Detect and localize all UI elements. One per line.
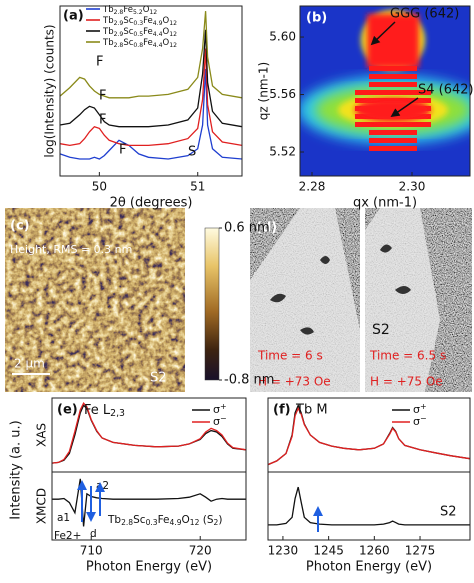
annotation: S4 (642): [418, 83, 474, 98]
panel-label: (a): [63, 9, 84, 24]
scale-label: 2 μm: [14, 357, 45, 371]
heatmap-peak: [369, 130, 417, 135]
annotation: F: [96, 55, 103, 70]
mfm-field: H = +75 Oe: [370, 375, 443, 389]
colorbar-label: -0.8 nm: [224, 373, 274, 388]
mfm-spots: [380, 244, 411, 294]
annotation: S: [188, 145, 196, 160]
legend-label: Tb2.9Sc0.5Fe4.4O12: [102, 27, 177, 39]
y-axis-label: qz (nm-1): [257, 62, 271, 120]
colorbar: [204, 227, 220, 381]
plot-frame: [299, 5, 471, 177]
data-line: [59, 68, 243, 160]
mfm-panel: (d) S2 Time = 6 s H = +73 Oe Time = 6.5 …: [250, 208, 472, 392]
annotation: Fe L2,3: [84, 403, 125, 419]
plot-frame: [267, 471, 471, 541]
x-tick-label: 1275: [405, 544, 436, 558]
x-tick-label: 1245: [313, 544, 344, 558]
heatmap-peak: [369, 82, 417, 87]
y-axis-label: log(Intensity) (counts): [43, 24, 57, 157]
data-line: [52, 478, 246, 527]
annotation: F: [119, 143, 126, 158]
x-tick-label: 51: [190, 180, 205, 194]
x-tick-label: 50: [92, 180, 107, 194]
mfm-time: Time = 6 s: [257, 349, 323, 363]
annotation: F: [99, 89, 106, 104]
mfm-domain: [250, 208, 360, 392]
x-tick-label: 2.28: [299, 180, 326, 194]
mfm-field: H = +73 Oe: [258, 375, 331, 389]
colorbar-label: 0.6 nm: [224, 221, 270, 236]
x-tick-label: 720: [189, 544, 212, 558]
y-tick-label: 5.52: [269, 145, 296, 159]
annotation: Tb M: [295, 403, 328, 418]
legend-label: σ−: [413, 414, 427, 429]
y-axis-label: XMCD: [35, 488, 49, 524]
legend-label: σ−: [213, 414, 227, 429]
data-line: [267, 406, 471, 466]
arrow: [390, 97, 419, 118]
annotation: Fe2+: [54, 530, 81, 542]
annotation: F: [99, 113, 106, 128]
plot-frame: [59, 5, 243, 177]
y-axis-label: XAS: [35, 423, 49, 447]
heatmap-peak: [369, 138, 417, 143]
heatmap-peak: [355, 98, 431, 122]
afm-image: [5, 208, 185, 392]
sample-label: S2: [372, 322, 390, 338]
panel-label: (d): [256, 221, 277, 236]
heatmap-peak: [355, 90, 431, 95]
annotation: a1: [57, 512, 70, 524]
afm-caption: Height, RMS = 0.3 nm: [10, 243, 132, 256]
panel-label: (b): [306, 11, 327, 26]
mfm-time: Time = 6.5 s: [369, 349, 446, 363]
x-tick-label: 710: [80, 544, 103, 558]
data-line: [59, 48, 243, 147]
sample-label: S2: [150, 371, 167, 386]
legend-label: Tb2.8Fe5.2O12: [102, 5, 157, 17]
x-tick-label: 2.30: [399, 180, 426, 194]
heatmap-peak: [369, 66, 417, 71]
afm-panel: (c) Height, RMS = 0.3 nm 2 μm S2: [5, 208, 220, 392]
annotation: Tb2.8Sc0.3Fe4.9O12 (S2): [107, 514, 222, 527]
x-axis-label: qx (nm-1): [353, 196, 417, 211]
data-line: [51, 402, 247, 464]
x-axis-label: 2θ (degrees): [110, 196, 193, 211]
panel-label: (e): [57, 403, 78, 418]
heatmap-peak: [355, 122, 431, 127]
x-axis-label: Photon Energy (eV): [86, 560, 212, 575]
legend-label: σ+: [213, 402, 227, 417]
heatmap-peak: [369, 146, 417, 151]
mfm-domain: [365, 208, 440, 392]
mfm-spots: [270, 256, 330, 335]
legend-label: Tb2.8Sc0.8Fe4.4O12: [102, 38, 177, 50]
x-axis-label: Photon Energy (eV): [306, 560, 432, 575]
data-line: [59, 29, 243, 128]
x-tick-label: 1260: [359, 544, 390, 558]
annotation: GGG (642): [390, 7, 459, 22]
x-tick-label: 1230: [268, 544, 299, 558]
plot-frame: [51, 471, 247, 541]
y-axis-label: Intensity (a. u.): [9, 420, 24, 519]
legend-label: Tb2.9Sc0.3Fe4.9O12: [102, 16, 177, 28]
annotation: d: [90, 528, 97, 540]
annotation: S2: [440, 505, 457, 520]
y-tick-label: 5.56: [269, 87, 296, 101]
heatmap-peak: [369, 74, 417, 79]
data-line: [268, 486, 470, 526]
y-tick-label: 5.60: [269, 30, 296, 44]
panel-label: (f): [273, 403, 291, 418]
legend-label: σ+: [413, 402, 427, 417]
arrow: [370, 21, 396, 46]
panel-label: (c): [10, 219, 30, 234]
data-line: [59, 11, 243, 99]
annotation: a2: [96, 480, 109, 492]
